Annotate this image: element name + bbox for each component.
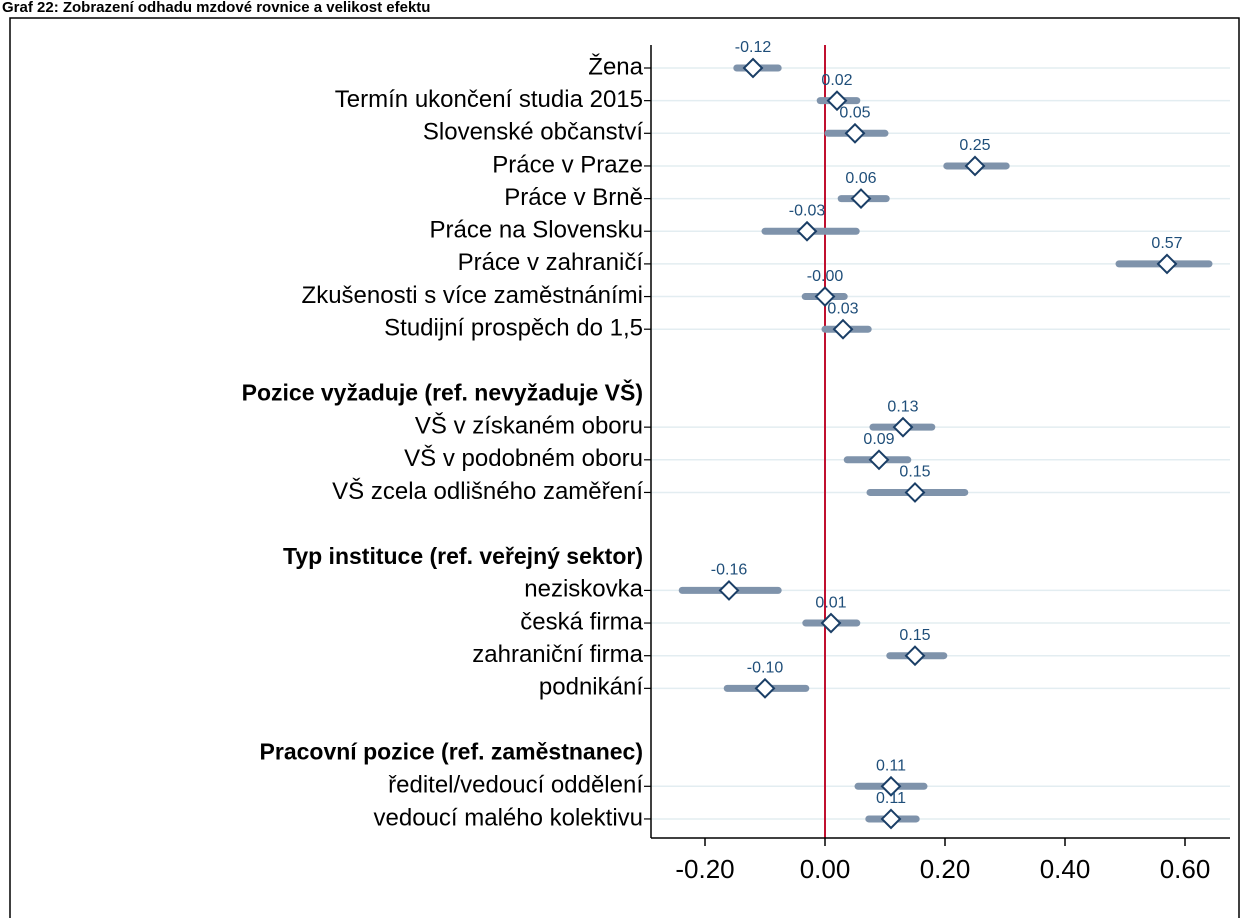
point [892,416,914,438]
y-tick-label: Slovenské občanství [423,119,643,146]
value-label: 0.25 [959,137,990,154]
value-label: -0.03 [789,202,826,219]
x-tick-label: 0.40 [1040,854,1091,884]
point [904,645,926,667]
y-tick-label: Žena [588,53,643,80]
y-tick-label: česká firma [520,608,643,635]
y-tick-label: VŠ zcela odlišného zaměření [332,477,643,505]
y-tick-label: VŠ v podobném oboru [404,444,643,472]
value-label: 0.05 [839,105,870,122]
value-label: -0.16 [711,562,748,579]
value-label: 0.15 [899,627,930,644]
value-label: -0.10 [747,660,784,677]
y-tick-label: podnikání [539,674,643,701]
value-label: 0.57 [1151,235,1182,252]
y-tick-label: Pracovní pozice (ref. zaměstnanec) [260,739,643,765]
point [832,318,854,340]
value-label: 0.11 [876,790,906,807]
x-tick-label: 0.20 [920,854,971,884]
y-tick-label: Práce na Slovensku [430,217,643,244]
value-label: 0.01 [815,594,846,611]
y-tick-label: Typ instituce (ref. veřejný sektor) [283,543,643,569]
point [904,482,926,503]
frame [9,17,1240,923]
value-label: 0.13 [887,398,918,415]
point [814,286,836,307]
point [742,57,764,79]
y-tick-label: Studijní prospěch do 1,5 [384,315,643,342]
point [1156,253,1178,275]
point [820,612,842,634]
y-tick-label: Práce v Praze [492,151,643,178]
x-tick-label: -0.20 [675,854,734,884]
y-tick-label: Zkušenosti s více zaměstnáními [302,282,643,309]
point [796,220,818,242]
point [964,155,986,177]
x-tick-label: 0.00 [800,854,851,884]
value-label: 0.03 [827,300,858,317]
value-label: -0.12 [735,39,772,56]
y-tick-label: vedoucí malého kolektivu [374,804,643,831]
value-label: 0.09 [863,431,894,448]
point [844,122,866,144]
point [754,677,776,699]
x-tick-label: 0.60 [1160,854,1211,884]
y-tick-label: ředitel/vedoucí oddělení [388,772,643,799]
point [868,449,890,471]
point [718,579,740,601]
y-tick-label: Termín ukončení studia 2015 [335,86,643,113]
value-label: 0.02 [821,72,852,89]
point [850,188,872,210]
y-tick-label: Práce v zahraničí [458,249,644,276]
value-label: 0.06 [845,170,876,187]
point [880,775,902,797]
value-label: -0.00 [807,268,844,285]
point [826,90,848,112]
y-tick-label: zahraniční firma [472,641,643,668]
value-label: 0.11 [876,758,906,775]
chart-title: Graf 22: Zobrazení odhadu mzdové rovnice… [2,0,430,16]
y-tick-label: neziskovka [524,576,643,603]
value-label: 0.15 [899,464,930,481]
y-tick-label: Pozice vyžaduje (ref. nevyžaduje VŠ) [242,379,643,406]
y-tick-label: VŠ v získaném oboru [415,411,643,439]
y-tick-label: Práce v Brně [504,184,643,211]
point [880,808,902,830]
